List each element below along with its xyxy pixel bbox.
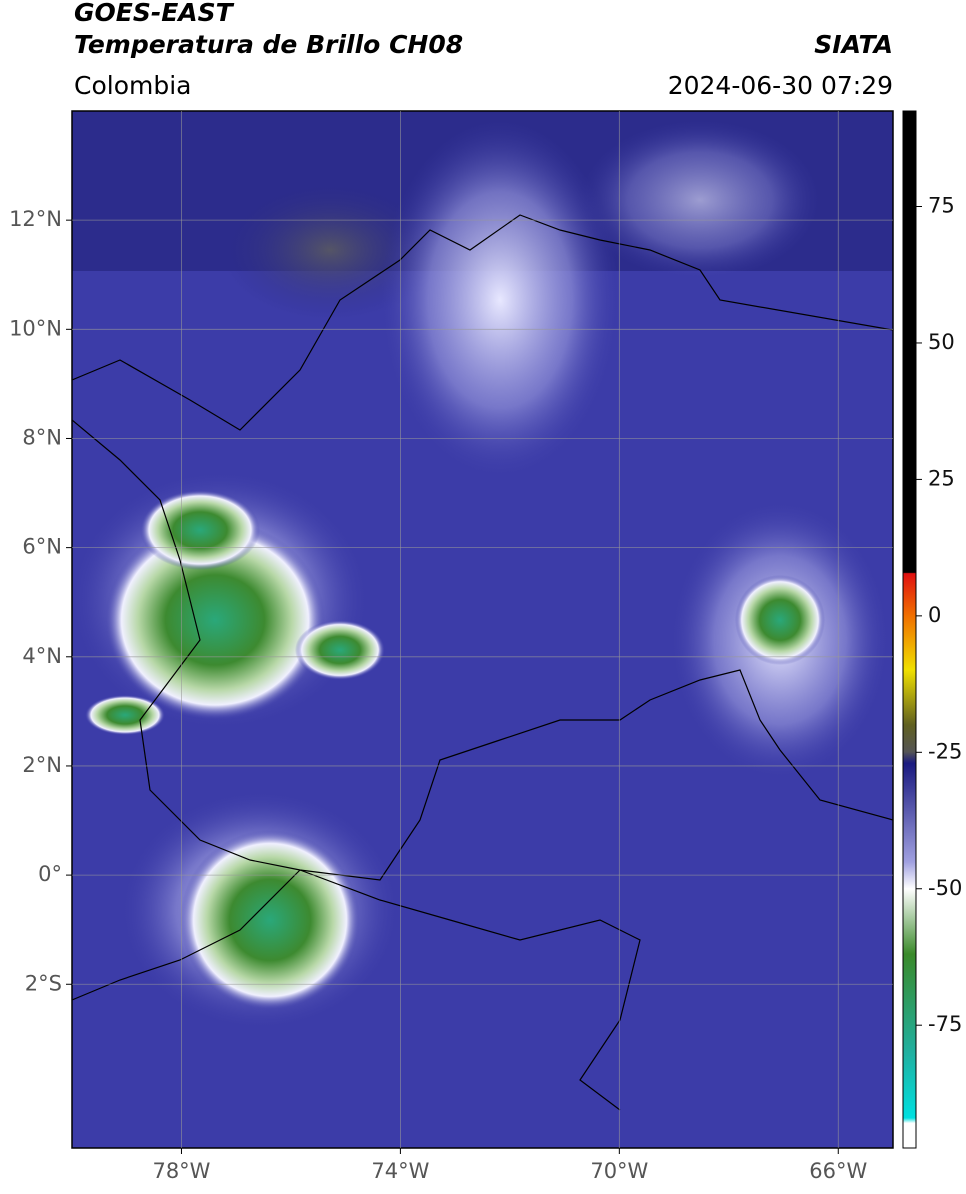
colorbar-tick-label: -75 [928,1012,962,1036]
map-frame [71,110,894,1149]
x-tick-label: 74°W [371,1159,429,1183]
y-tick-label: 2°S [25,971,62,995]
colorbar [902,110,917,1149]
x-tick-label: 66°W [809,1159,867,1183]
y-tick-label: 0° [38,862,62,886]
colorbar-tick-label: 25 [928,466,955,490]
title: GOES-EAST [74,0,235,27]
datetime: 2024-06-30 07:29 [668,71,893,100]
satellite-image [72,111,893,1148]
y-tick-label: 12°N [9,207,62,231]
subtitle: Temperatura de Brillo CH08 [74,30,463,59]
x-tick-label: 78°W [152,1159,210,1183]
y-tick-label: 6°N [22,535,62,559]
region: Colombia [74,71,191,100]
colorbar-tick-label: -50 [928,876,962,900]
colorbar-tick-label: 50 [928,330,955,354]
colorbar-tick-label: 0 [928,603,941,627]
source: SIATA [814,30,893,59]
colorbar-tick-label: 75 [928,194,955,218]
y-tick-label: 2°N [22,753,62,777]
y-tick-label: 8°N [22,425,62,449]
y-tick-label: 10°N [9,316,62,340]
y-tick-label: 4°N [22,644,62,668]
colorbar-tick-label: -25 [928,739,962,763]
x-tick-label: 70°W [590,1159,648,1183]
